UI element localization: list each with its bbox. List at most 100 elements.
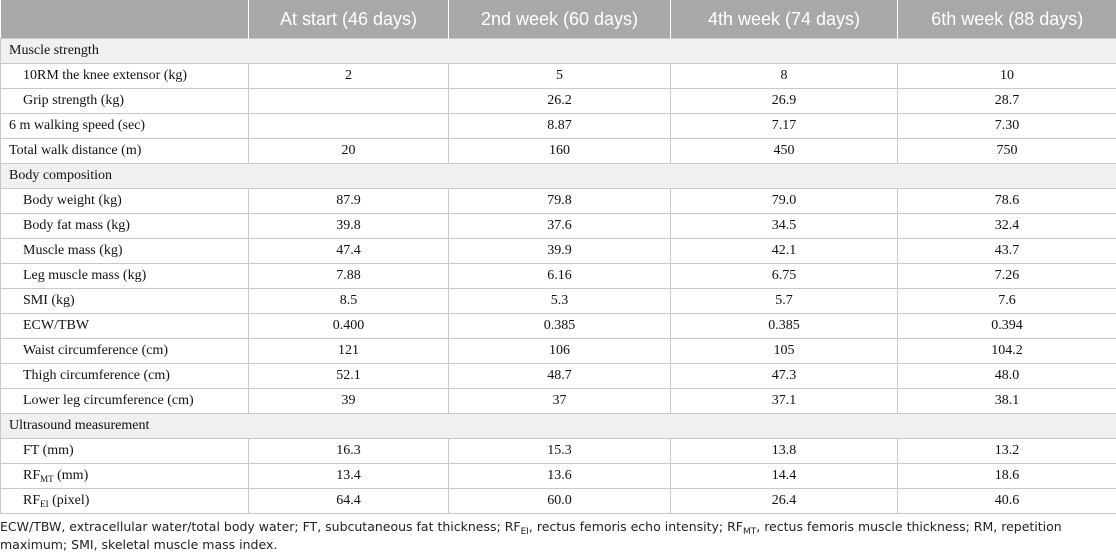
table-row: 6 m walking speed (sec) 8.87 7.17 7.30 [0,113,1116,139]
header-cell-week6: 6th week (88 days) [897,0,1116,39]
row-label: Leg muscle mass (kg) [0,263,249,289]
row-label: SMI (kg) [0,288,249,314]
cell-value: 47.3 [670,363,898,389]
cell-value: 106 [448,338,671,364]
cell-value: 42.1 [670,238,898,264]
table-row: Thigh circumference (cm) 52.1 48.7 47.3 … [0,363,1116,389]
cell-value: 37 [448,388,671,414]
row-label-main: RF [23,493,41,508]
cell-value: 0.385 [448,313,671,339]
section-row: Body composition [0,163,1116,189]
cell-value: 14.4 [670,463,898,489]
cell-value: 37.6 [448,213,671,239]
cell-value: 0.400 [248,313,449,339]
cell-value: 6.16 [448,263,671,289]
cell-value: 7.88 [248,263,449,289]
cell-value: 6.75 [670,263,898,289]
cell-value: 64.4 [248,488,449,514]
cell-value: 39 [248,388,449,414]
cell-value: 39.8 [248,213,449,239]
section-title: Muscle strength [0,38,1116,64]
cell-value: 79.8 [448,188,671,214]
cell-value: 40.6 [897,488,1116,514]
cell-value: 5.7 [670,288,898,314]
row-label: Thigh circumference (cm) [0,363,249,389]
row-label: Body weight (kg) [0,188,249,214]
section-row: Ultrasound measurement [0,413,1116,439]
cell-value: 28.7 [897,88,1116,114]
header-cell-week4: 4th week (74 days) [670,0,898,39]
cell-value: 52.1 [248,363,449,389]
table-row: 10RM the knee extensor (kg) 2 5 8 10 [0,63,1116,89]
header-cell-start: At start (46 days) [248,0,449,39]
cell-value: 38.1 [897,388,1116,414]
cell-value: 26.2 [448,88,671,114]
footnote-subscript: EI [520,527,529,537]
row-label: Grip strength (kg) [0,88,249,114]
table-body: Muscle strength 10RM the knee extensor (… [0,38,1116,514]
header-cell-week2: 2nd week (60 days) [448,0,671,39]
cell-value: 2 [248,63,449,89]
row-label: Total walk distance (m) [0,138,249,164]
row-label: RFMT (mm) [0,463,249,489]
cell-value: 750 [897,138,1116,164]
row-label: ECW/TBW [0,313,249,339]
cell-value: 10 [897,63,1116,89]
cell-value: 15.3 [448,438,671,464]
cell-value: 26.9 [670,88,898,114]
cell-value: 39.9 [448,238,671,264]
section-row: Muscle strength [0,38,1116,64]
cell-value: 43.7 [897,238,1116,264]
row-label-subscript: EI [40,499,49,509]
cell-value: 13.6 [448,463,671,489]
cell-value: 8 [670,63,898,89]
table-row: Grip strength (kg) 26.2 26.9 28.7 [0,88,1116,114]
cell-value: 104.2 [897,338,1116,364]
table-row: RFEI (pixel) 64.4 60.0 26.4 40.6 [0,488,1116,514]
cell-value [248,113,449,139]
cell-value: 16.3 [248,438,449,464]
cell-value: 78.6 [897,188,1116,214]
cell-value: 5.3 [448,288,671,314]
table-row: Body weight (kg) 87.9 79.8 79.0 78.6 [0,188,1116,214]
cell-value: 7.6 [897,288,1116,314]
data-table: At start (46 days) 2nd week (60 days) 4t… [0,0,1116,514]
cell-value: 48.7 [448,363,671,389]
table-row: ECW/TBW 0.400 0.385 0.385 0.394 [0,313,1116,339]
section-title: Ultrasound measurement [0,413,1116,439]
row-label: Body fat mass (kg) [0,213,249,239]
table-row: Body fat mass (kg) 39.8 37.6 34.5 32.4 [0,213,1116,239]
cell-value: 34.5 [670,213,898,239]
section-title: Body composition [0,163,1116,189]
cell-value: 18.6 [897,463,1116,489]
row-label: Muscle mass (kg) [0,238,249,264]
row-label: 6 m walking speed (sec) [0,113,249,139]
cell-value: 87.9 [248,188,449,214]
cell-value: 20 [248,138,449,164]
cell-value: 450 [670,138,898,164]
table-row: FT (mm) 16.3 15.3 13.8 13.2 [0,438,1116,464]
cell-value: 47.4 [248,238,449,264]
cell-value: 26.4 [670,488,898,514]
cell-value: 8.5 [248,288,449,314]
cell-value: 0.394 [897,313,1116,339]
table-row: SMI (kg) 8.5 5.3 5.7 7.6 [0,288,1116,314]
footnote-subscript: MT [742,527,757,537]
cell-value: 79.0 [670,188,898,214]
row-label: 10RM the knee extensor (kg) [0,63,249,89]
footnote-text: , rectus femoris muscle thickness; RM, r… [0,519,1062,552]
cell-value: 160 [448,138,671,164]
table-row: Waist circumference (cm) 121 106 105 104… [0,338,1116,364]
cell-value: 105 [670,338,898,364]
cell-value: 32.4 [897,213,1116,239]
row-label-main: RF [23,468,41,483]
table-footnote: ECW/TBW, extracellular water/total body … [0,518,1110,554]
cell-value: 60.0 [448,488,671,514]
table-row: Muscle mass (kg) 47.4 39.9 42.1 43.7 [0,238,1116,264]
table-row: Leg muscle mass (kg) 7.88 6.16 6.75 7.26 [0,263,1116,289]
footnote-text: , rectus femoris echo intensity; RF [528,519,743,534]
table-row: RFMT (mm) 13.4 13.6 14.4 18.6 [0,463,1116,489]
row-label: FT (mm) [0,438,249,464]
table-row: Total walk distance (m) 20 160 450 750 [0,138,1116,164]
cell-value: 13.2 [897,438,1116,464]
